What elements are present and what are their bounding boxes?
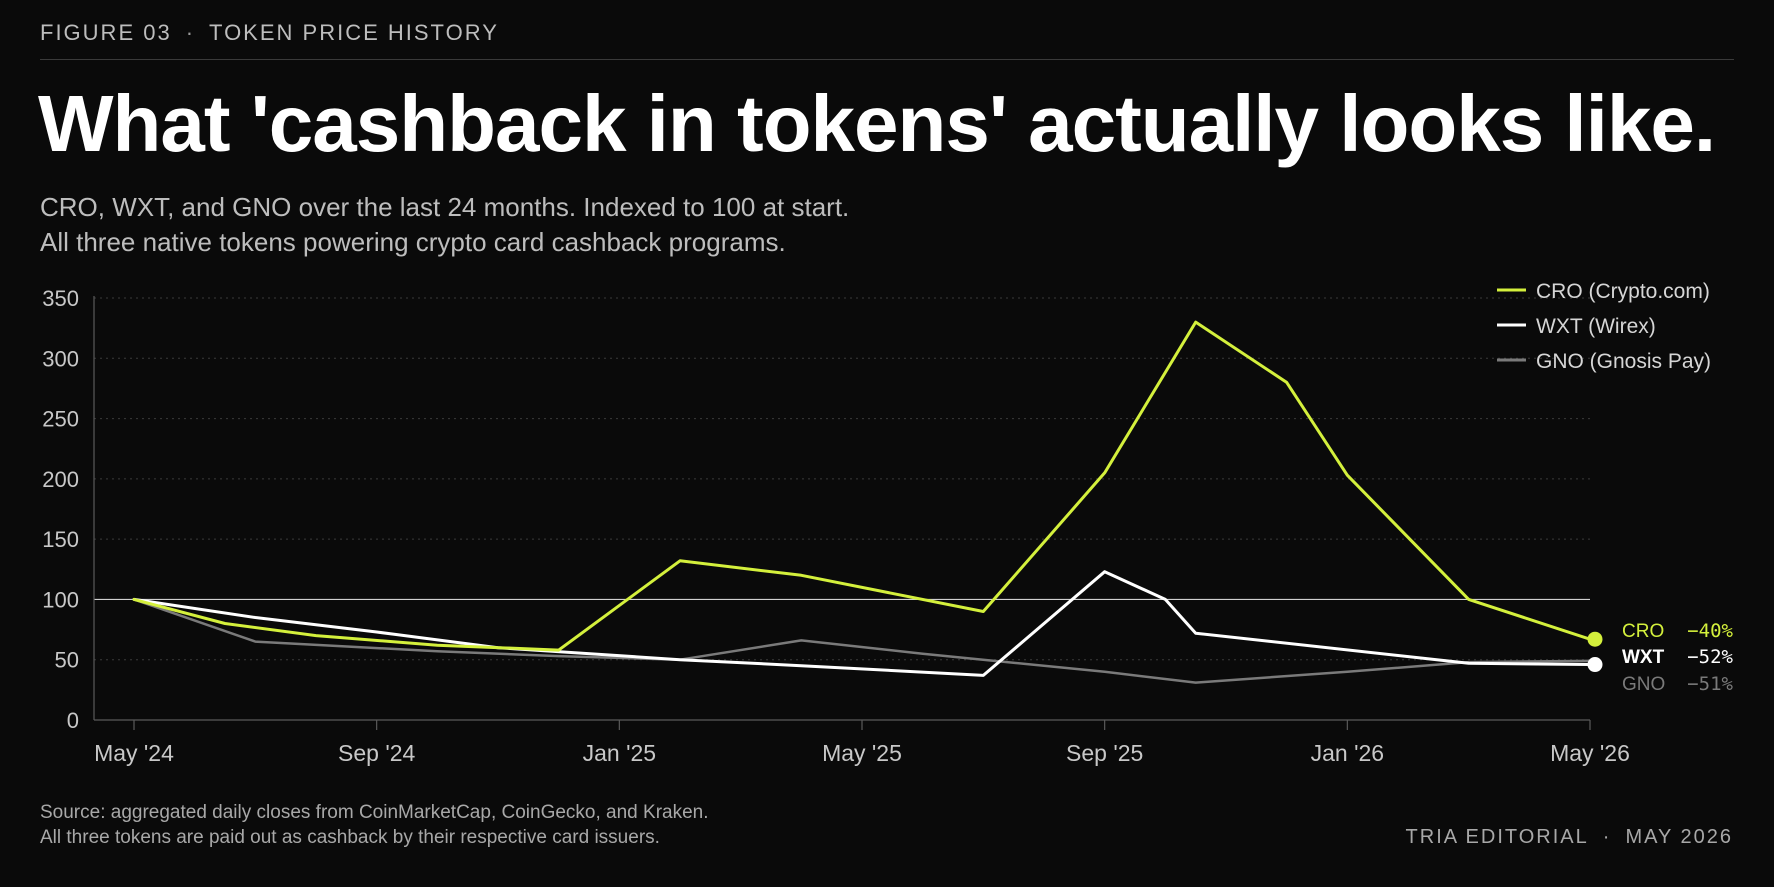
x-tick-label: May '25 — [822, 740, 902, 766]
end-marker-cro — [1587, 631, 1603, 647]
credit-separator: · — [1602, 826, 1612, 848]
end-label-cro: CRO — [1622, 621, 1664, 642]
y-tick-label: 50 — [55, 648, 79, 673]
header-separator: · — [185, 20, 196, 45]
end-label-gno: GNO — [1622, 674, 1665, 695]
series-line-gno — [132, 598, 1592, 684]
subtitle-line-2: All three native tokens powering crypto … — [40, 227, 786, 257]
figure-section: TOKEN PRICE HISTORY — [209, 20, 499, 45]
end-change-cro: −40% — [1687, 620, 1733, 642]
page-title: What 'cashback in tokens' actually looks… — [38, 79, 1716, 168]
source-note: Source: aggregated daily closes from Coi… — [40, 800, 709, 850]
end-label-wxt: WXT — [1622, 647, 1665, 668]
source-line-2: All three tokens are paid out as cashbac… — [40, 827, 660, 848]
end-marker-wxt — [1587, 657, 1603, 673]
x-tick-label: Sep '25 — [1066, 740, 1143, 766]
x-tick-label: Jan '25 — [583, 740, 656, 766]
y-tick-label: 250 — [42, 407, 79, 432]
x-tick-label: May '24 — [94, 740, 174, 766]
y-tick-label: 300 — [42, 346, 79, 371]
legend-label-cro: CRO (Crypto.com) — [1536, 280, 1710, 303]
header-divider — [40, 59, 1734, 60]
y-tick-label: 350 — [42, 286, 79, 311]
credit: TRIA EDITORIAL · MAY 2026 — [1406, 826, 1733, 849]
figure-number: FIGURE 03 — [40, 20, 172, 45]
legend-label-gno: GNO (Gnosis Pay) — [1536, 350, 1711, 373]
y-tick-label: 200 — [42, 467, 79, 492]
credit-org: TRIA EDITORIAL — [1405, 826, 1589, 848]
subtitle: CRO, WXT, and GNO over the last 24 month… — [40, 190, 849, 260]
y-tick-label: 0 — [67, 708, 79, 733]
x-tick-label: Sep '24 — [338, 740, 415, 766]
x-tick-label: Jan '26 — [1311, 740, 1384, 766]
y-tick-label: 100 — [42, 587, 79, 612]
subtitle-line-1: CRO, WXT, and GNO over the last 24 month… — [40, 192, 850, 222]
source-line-1: Source: aggregated daily closes from Coi… — [40, 802, 709, 823]
end-change-wxt: −52% — [1687, 646, 1733, 668]
credit-date: MAY 2026 — [1625, 826, 1733, 848]
series-line-wxt — [132, 570, 1592, 677]
y-tick-label: 150 — [42, 527, 79, 552]
figure-label: FIGURE 03 · TOKEN PRICE HISTORY — [40, 20, 499, 46]
end-change-gno: −51% — [1687, 673, 1733, 695]
legend-label-wxt: WXT (Wirex) — [1536, 315, 1656, 338]
x-tick-label: May '26 — [1550, 740, 1630, 766]
series-line-cro — [132, 320, 1592, 652]
